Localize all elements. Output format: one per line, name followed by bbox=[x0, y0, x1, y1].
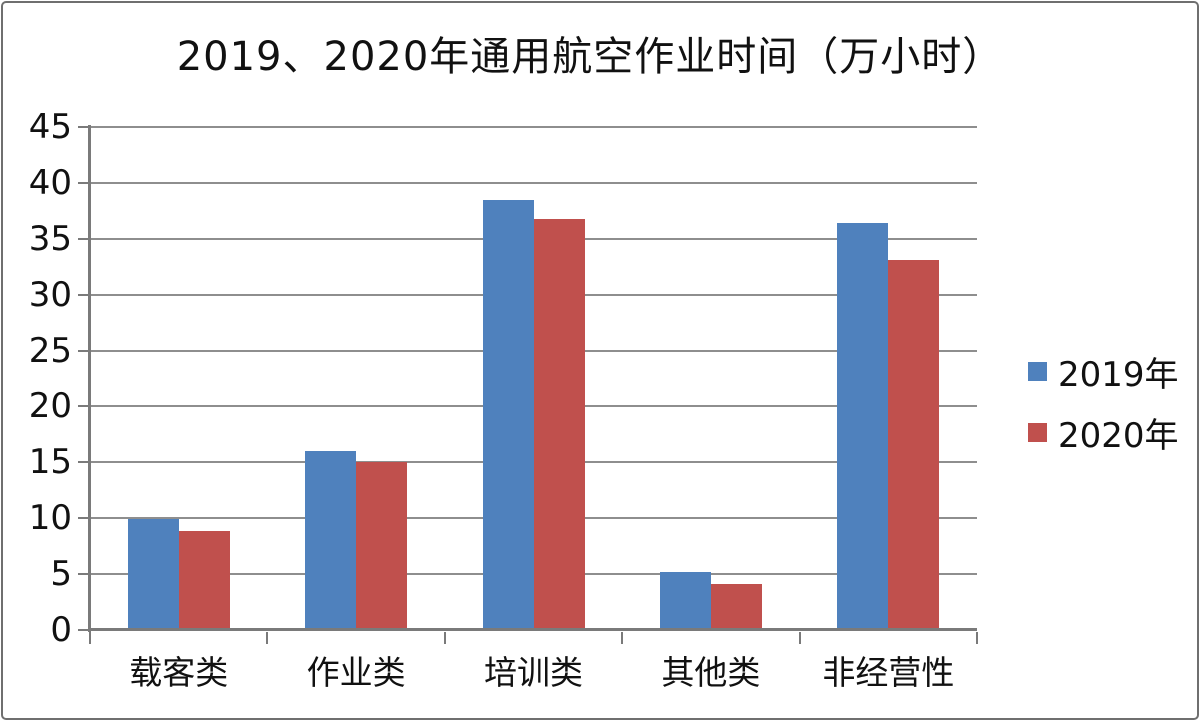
y-tick-label-35: 35 bbox=[28, 218, 72, 259]
y-tick-label-30: 30 bbox=[28, 274, 72, 315]
x-tick-4 bbox=[798, 632, 801, 644]
x-axis-labels: 载客类 作业类 培训类 其他类 非经营性 bbox=[90, 646, 977, 694]
legend-label-s1: 2020年 bbox=[1058, 415, 1179, 456]
y-tick-45 bbox=[78, 126, 88, 128]
y-tick-label-40: 40 bbox=[28, 162, 72, 203]
legend: 2019年 2020年 bbox=[1028, 349, 1179, 456]
y-tick-label-10: 10 bbox=[28, 498, 72, 539]
y-tick-15 bbox=[78, 461, 88, 464]
bar-s1-c4 bbox=[888, 260, 940, 630]
y-tick-0 bbox=[78, 629, 88, 631]
y-tick-30 bbox=[78, 293, 88, 296]
x-tick-5 bbox=[976, 632, 978, 644]
y-tick-20 bbox=[78, 405, 88, 408]
x-category-label-c2: 培训类 bbox=[484, 653, 584, 692]
bar-s1-c0 bbox=[178, 530, 230, 630]
bar-s1-c3 bbox=[710, 584, 762, 630]
y-tick-label-45: 45 bbox=[28, 107, 72, 147]
legend-item-s1: 2020年 bbox=[1028, 410, 1179, 456]
y-tick-35 bbox=[78, 237, 88, 240]
bar-group-c3 bbox=[622, 127, 799, 630]
bar-group-c2 bbox=[445, 127, 622, 630]
bar-s1-c1 bbox=[356, 462, 408, 630]
bar-s0-c2 bbox=[482, 199, 534, 630]
y-tick-25 bbox=[78, 349, 88, 352]
x-category-label-c1: 作业类 bbox=[306, 653, 406, 692]
y-tick-40 bbox=[78, 181, 88, 184]
y-axis-line bbox=[88, 125, 91, 632]
bar-group-c0 bbox=[90, 127, 267, 630]
y-tick-label-5: 5 bbox=[50, 554, 72, 595]
y-tick-10 bbox=[78, 517, 88, 520]
x-tick-3 bbox=[621, 632, 624, 644]
legend-label-s0: 2019年 bbox=[1058, 354, 1179, 395]
bar-group-c1 bbox=[267, 127, 444, 630]
y-tick-5 bbox=[78, 573, 88, 576]
y-tick-label-0: 0 bbox=[50, 610, 72, 650]
x-tick-0 bbox=[89, 632, 91, 644]
gridline-45 bbox=[90, 126, 977, 128]
bar-s0-c3 bbox=[659, 571, 711, 630]
plot-area: 45 40 35 30 25 20 15 10 5 0 载客类 作业类 培训类 其他类 非经营性 bbox=[29, 107, 978, 692]
bar-groups bbox=[90, 127, 977, 630]
x-category-label-c0: 载客类 bbox=[129, 653, 229, 692]
x-category-label-c3: 其他类 bbox=[661, 653, 761, 692]
legend-swatch-icon-s0 bbox=[1028, 361, 1047, 381]
bar-s0-c0 bbox=[127, 519, 179, 630]
y-tick-label-15: 15 bbox=[28, 442, 72, 483]
x-tick-2 bbox=[443, 632, 446, 644]
legend-item-s0: 2019年 bbox=[1028, 349, 1179, 395]
bar-s0-c1 bbox=[305, 451, 357, 630]
gridline-40 bbox=[90, 181, 977, 184]
y-tick-label-25: 25 bbox=[28, 330, 72, 371]
x-category-label-c4: 非经营性 bbox=[822, 653, 955, 692]
bar-s1-c2 bbox=[533, 218, 585, 630]
bar-s0-c4 bbox=[837, 223, 889, 630]
legend-swatch-icon-s1 bbox=[1028, 422, 1047, 442]
chart-title: 2019、2020年通用航空作业时间（万小时） bbox=[176, 34, 1004, 80]
bar-group-c4 bbox=[800, 127, 977, 630]
x-tick-1 bbox=[266, 632, 269, 644]
y-tick-label-20: 20 bbox=[28, 386, 72, 427]
x-axis-line bbox=[88, 628, 977, 631]
